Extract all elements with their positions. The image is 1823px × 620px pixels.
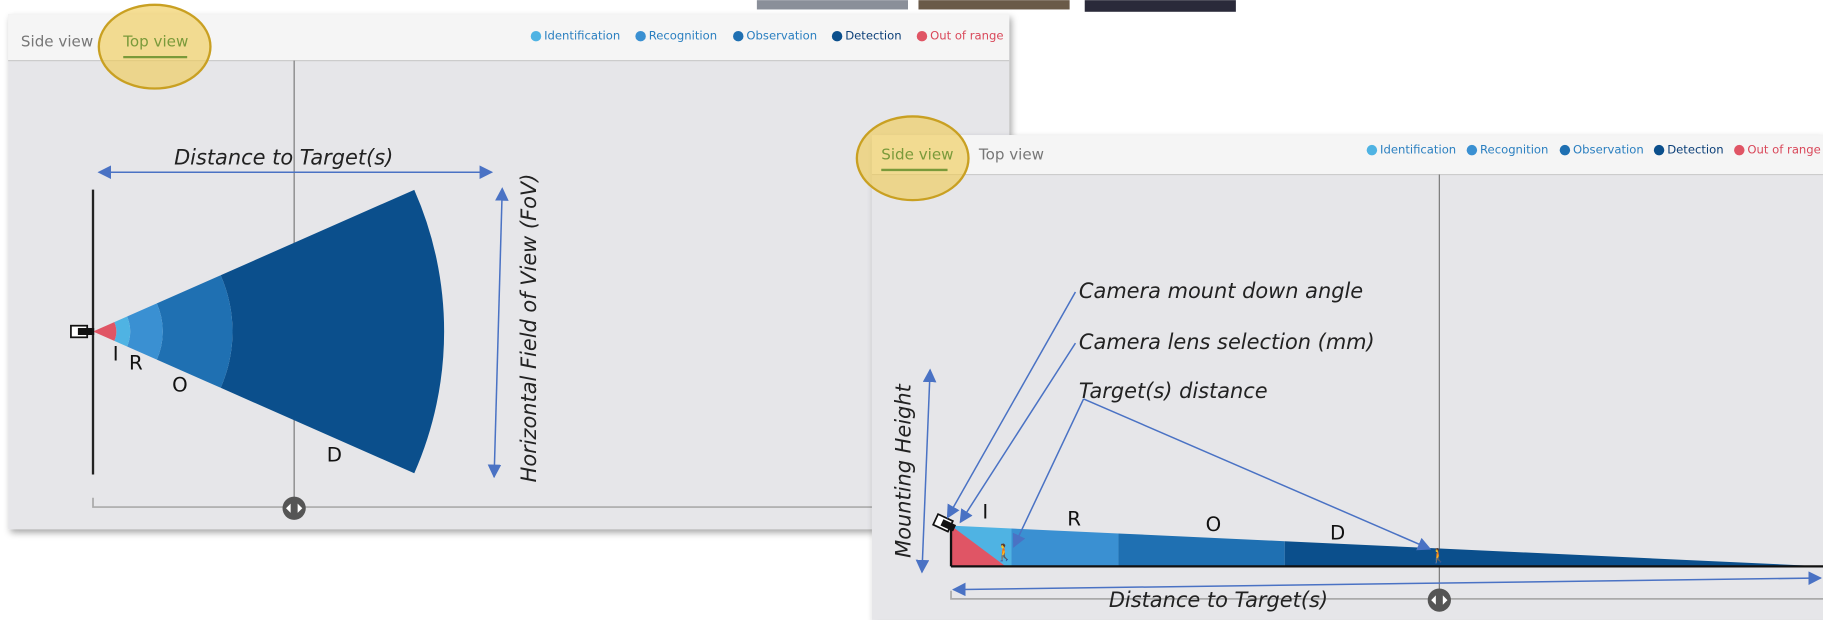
- annotation: Horizontal Field of View (FoV): [517, 174, 541, 483]
- annotation: Distance to Target(s): [174, 145, 393, 169]
- zone-label: O: [1206, 513, 1222, 536]
- slider-knob[interactable]: [283, 497, 306, 520]
- thumbnail[interactable]: [757, 0, 908, 9]
- zone-label: I: [113, 342, 119, 365]
- zone-label: R: [129, 352, 143, 375]
- zone-label: R: [1067, 507, 1081, 530]
- annotation: Mounting Height: [892, 383, 916, 557]
- screenshot: Side view Top view Identification Recogni…: [0, 0, 1823, 620]
- legend-label[interactable]: Identification: [1380, 143, 1456, 157]
- tab[interactable]: Side view: [21, 33, 93, 51]
- annotation: Camera lens selection (mm): [1079, 330, 1375, 354]
- legend-dot: [1467, 145, 1477, 155]
- legend-dot: [1654, 145, 1664, 155]
- legend-dot: [1367, 145, 1377, 155]
- legend: Identification Recognition Observation Dete…: [1367, 143, 1821, 157]
- legend-label[interactable]: Detection: [845, 29, 901, 43]
- side-view-panel: Side view Top view Identification Recogni…: [857, 116, 1823, 619]
- zone-label: I: [982, 500, 988, 523]
- thumbnail[interactable]: [918, 0, 1069, 9]
- legend-label[interactable]: Recognition: [1480, 143, 1548, 157]
- tab-active[interactable]: Side view: [881, 145, 953, 163]
- legend-label[interactable]: Identification: [544, 29, 620, 43]
- legend-dot: [635, 31, 645, 41]
- zone-label: D: [1330, 521, 1345, 544]
- tab-active[interactable]: Top view: [122, 33, 188, 51]
- zone: [1011, 528, 1118, 566]
- annotation: Camera mount down angle: [1079, 279, 1363, 303]
- thumbnail[interactable]: [1085, 0, 1236, 12]
- legend-label[interactable]: Out of range: [930, 29, 1003, 43]
- zone-label: O: [172, 374, 188, 397]
- legend-dot: [917, 31, 927, 41]
- zone-label: D: [327, 443, 342, 466]
- legend-label[interactable]: Observation: [746, 29, 817, 43]
- person-icon: 🚶: [1429, 548, 1446, 565]
- top-view-panel: Side view Top view Identification Recogni…: [8, 5, 1009, 529]
- legend-dot: [832, 31, 842, 41]
- legend-dot: [733, 31, 743, 41]
- legend-dot: [1734, 145, 1744, 155]
- legend-label[interactable]: Recognition: [649, 29, 717, 43]
- legend-label[interactable]: Out of range: [1747, 143, 1820, 157]
- tab[interactable]: Top view: [978, 145, 1044, 163]
- panel-bg: [8, 14, 1009, 529]
- legend: Identification Recognition Observation Dete…: [531, 29, 1004, 43]
- person-icon: 🚶: [994, 543, 1014, 562]
- legend-label[interactable]: Observation: [1573, 143, 1644, 157]
- annotation: Target(s) distance: [1079, 379, 1268, 403]
- legend-dot: [531, 31, 541, 41]
- legend-label[interactable]: Detection: [1667, 143, 1723, 157]
- annotation: Distance to Target(s): [1109, 588, 1328, 612]
- legend-dot: [1560, 145, 1570, 155]
- camera-icon: [78, 328, 94, 335]
